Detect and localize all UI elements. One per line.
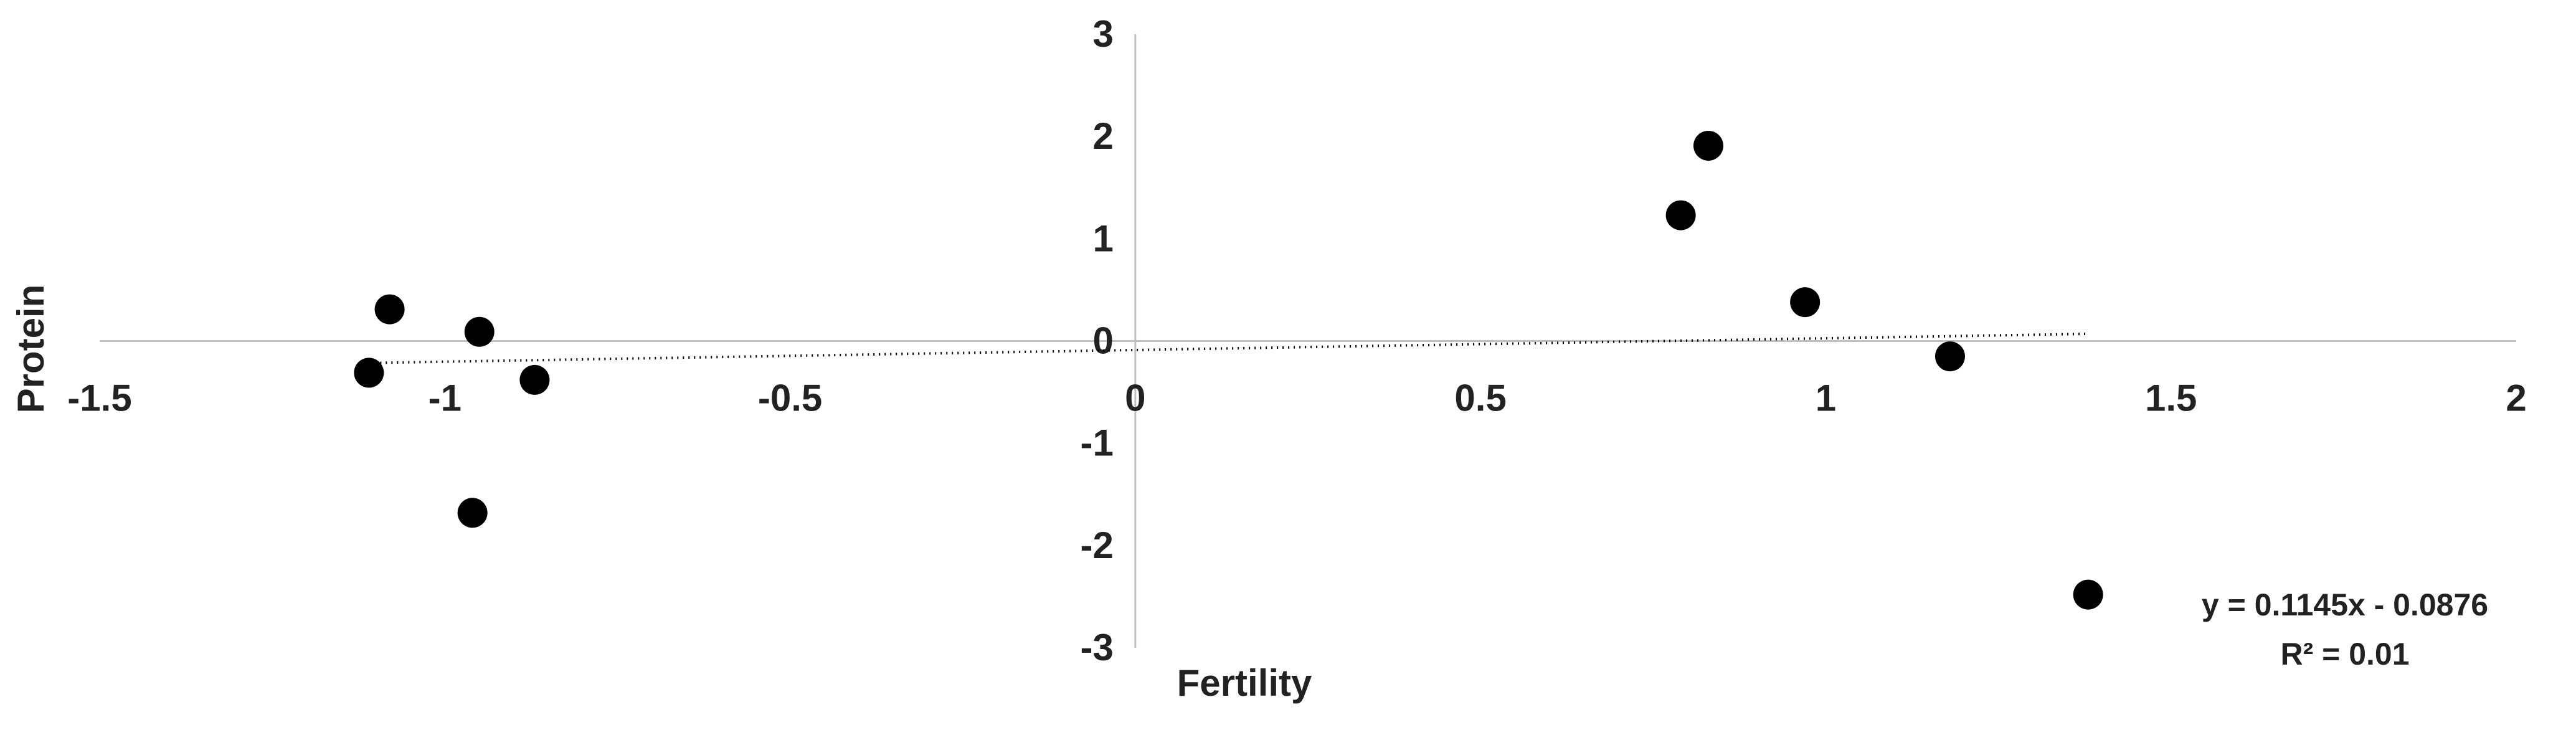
y-tick-label: 3	[1092, 13, 1113, 55]
y-tick-label: 0	[1092, 320, 1113, 362]
x-tick-label: 0.5	[1454, 377, 1506, 419]
y-axis-title: Protein	[10, 285, 52, 414]
x-tick-label: 0	[1125, 377, 1145, 419]
x-tick-label: 2	[2506, 377, 2526, 419]
y-tick-label: 2	[1092, 115, 1113, 157]
x-tick-labels: -1.5 -1 -0.5 0 0.5 1 1.5 2	[67, 377, 2526, 419]
trendline-r-squared: R² = 0.01	[2280, 637, 2409, 671]
data-point	[1665, 200, 1696, 230]
data-point	[519, 364, 550, 395]
data-point	[354, 358, 384, 388]
x-tick-label: 1.5	[2145, 377, 2197, 419]
data-points	[354, 130, 2103, 610]
x-tick-label: -1	[429, 377, 462, 419]
trendline	[369, 332, 2088, 364]
trendline-equation: y = 0.1145x - 0.0876	[2202, 587, 2488, 622]
x-tick-label: -1.5	[67, 377, 131, 419]
data-point	[457, 498, 488, 528]
data-point	[374, 294, 405, 325]
y-tick-labels: 3 2 1 0 -1 -2 -3	[1080, 13, 1113, 668]
x-axis-title: Fertility	[1177, 662, 1312, 704]
axes	[100, 34, 2516, 648]
data-point	[1790, 287, 1821, 318]
y-tick-label: -2	[1080, 524, 1113, 566]
x-tick-label: -0.5	[758, 377, 822, 419]
data-point	[1934, 341, 1965, 372]
data-point	[464, 316, 495, 347]
data-point	[1693, 130, 1723, 161]
y-tick-label: -3	[1080, 627, 1113, 668]
data-point	[2073, 579, 2103, 610]
x-tick-label: 1	[1816, 377, 1836, 419]
y-tick-label: 1	[1092, 217, 1113, 259]
y-tick-label: -1	[1080, 422, 1113, 464]
